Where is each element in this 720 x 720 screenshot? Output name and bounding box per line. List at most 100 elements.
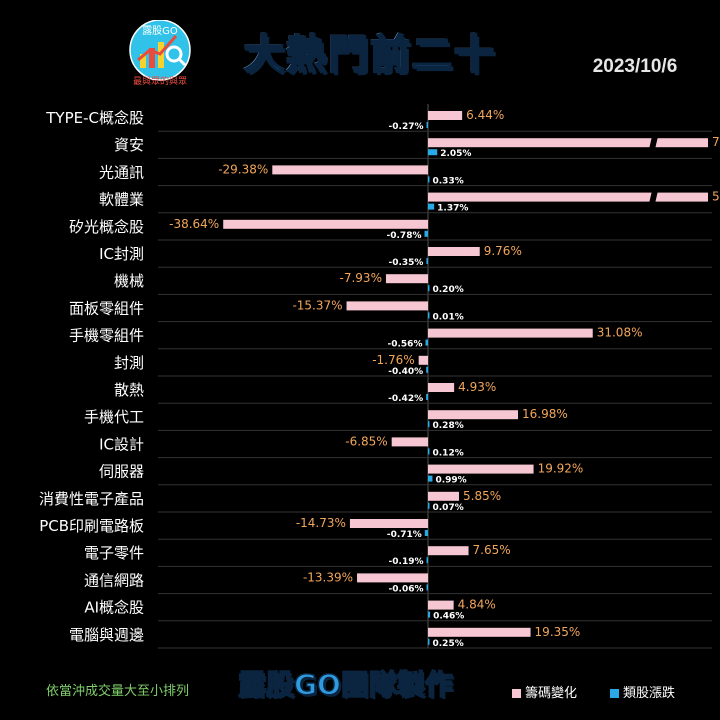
chip-value-label: 6.44%: [466, 108, 504, 122]
category-label: 消費性電子產品: [39, 490, 144, 508]
sector-value-label: -0.06%: [389, 584, 424, 594]
chip-bar: [428, 383, 455, 392]
category-label: 封測: [114, 354, 144, 372]
sector-value-label: -0.78%: [387, 231, 422, 241]
chip-bar: [349, 519, 428, 528]
legend-sector-swatch: [610, 689, 619, 698]
sector-value-label: 0.25%: [433, 639, 464, 649]
chip-bar: [428, 111, 463, 120]
chip-bar: [428, 328, 593, 338]
category-label: 散熱: [114, 381, 144, 399]
team-credit: 露股GO團隊製作: [237, 667, 453, 702]
sector-value-label: -0.40%: [388, 367, 423, 377]
chip-bar: [428, 627, 531, 637]
chip-bar: [428, 491, 460, 501]
category-label: TYPE-C概念股: [45, 109, 144, 127]
category-label: 通信網路: [84, 571, 144, 589]
category-label: 電子零件: [84, 544, 144, 562]
sector-bar: [426, 366, 428, 373]
chip-bar: [428, 410, 518, 420]
chip-bar: [391, 437, 428, 447]
chip-value-label: 5.85%: [463, 489, 501, 503]
chip-value-label: -6.85%: [345, 434, 387, 448]
chip-value-label: 4.84%: [458, 598, 496, 612]
category-label: PCB印刷電路板: [39, 517, 144, 535]
sort-note: 依當沖成交量大至小排列: [46, 684, 190, 699]
chip-bar: [428, 138, 708, 148]
chip-value-label: 19.92%: [538, 462, 584, 476]
category-label: 伺服器: [99, 463, 144, 481]
sector-bar: [428, 285, 430, 292]
category-label: IC設計: [99, 435, 144, 453]
sector-bar: [428, 176, 430, 183]
chip-bar: [418, 355, 428, 365]
legend-sector-label: 類股漲跌: [623, 686, 676, 701]
chip-value-label: 9.76%: [484, 244, 522, 258]
chip-value-label: 31.08%: [597, 326, 643, 340]
sector-value-label: -0.71%: [387, 530, 422, 540]
category-label: 電腦與週邊: [69, 626, 144, 644]
sector-bar: [426, 122, 428, 128]
report-date: 2023/10/6: [592, 56, 678, 77]
sector-value-label: 1.37%: [437, 204, 468, 214]
bar-break: [649, 190, 658, 204]
sector-value-label: 0.99%: [435, 476, 466, 486]
sector-bar: [428, 502, 430, 509]
sector-bar: [424, 530, 428, 536]
sector-bar: [425, 339, 428, 346]
sector-value-label: 0.12%: [433, 448, 464, 458]
sector-bar: [426, 258, 428, 264]
sector-value-label: 0.28%: [433, 421, 464, 431]
category-label: 面板零組件: [69, 299, 144, 317]
chip-value-label: 19.35%: [535, 625, 581, 639]
category-label: 資安: [114, 136, 144, 154]
sector-bar: [428, 448, 430, 455]
sector-value-label: -0.35%: [388, 258, 423, 268]
chip-value-label: 16.98%: [522, 407, 568, 421]
chip-value-label: -7.93%: [340, 271, 382, 285]
chip-bar: [223, 219, 428, 229]
sector-bar: [426, 557, 428, 564]
category-label: 手機零組件: [69, 327, 144, 345]
sector-value-label: -0.42%: [388, 394, 423, 404]
chip-value-label: 7.65%: [473, 543, 511, 557]
chip-bar: [346, 301, 428, 311]
category-label: IC封測: [99, 245, 144, 263]
brand-logo: 露股GO 最與眾的與眾: [129, 20, 191, 87]
legend-sector: 類股漲跌: [610, 682, 675, 701]
category-label: 手機代工: [84, 408, 144, 426]
chip-value-label: 55.32%: [712, 190, 720, 204]
legend-chip-swatch: [512, 689, 521, 698]
logo-tagline: 最與眾的與眾: [133, 75, 187, 87]
sector-value-label: 0.01%: [433, 312, 464, 322]
chip-value-label: -1.76%: [372, 353, 414, 367]
chip-bar: [272, 165, 428, 175]
sector-value-label: 0.33%: [433, 176, 464, 186]
sector-bar: [428, 421, 430, 428]
sector-value-label: -0.27%: [389, 122, 424, 132]
chip-bar: [428, 600, 454, 610]
sector-value-label: 0.20%: [433, 285, 464, 295]
category-label: 矽光概念股: [69, 218, 144, 236]
legend-chip: 籌碼變化: [512, 682, 577, 701]
category-label: AI概念股: [84, 599, 144, 617]
sector-bar: [428, 638, 430, 645]
sector-bar: [428, 475, 433, 482]
page-title: 大熱門前二十: [243, 31, 496, 79]
chip-value-label: 75.21%: [712, 135, 720, 149]
chip-value-label: -13.39%: [303, 570, 353, 584]
chip-value-label: -14.73%: [296, 516, 346, 530]
sector-bar: [426, 394, 428, 400]
chip-bar: [428, 464, 534, 474]
bar-break: [649, 136, 658, 150]
chip-bar: [428, 546, 469, 556]
chip-value-label: -29.38%: [218, 162, 268, 176]
sector-value-label: 0.46%: [433, 612, 464, 622]
sector-bar: [428, 312, 430, 319]
chip-bar: [385, 274, 428, 284]
sector-bar: [428, 149, 438, 156]
sector-bar: [426, 584, 428, 591]
chip-value-label: -38.64%: [169, 217, 219, 231]
chip-bar: [357, 573, 428, 583]
